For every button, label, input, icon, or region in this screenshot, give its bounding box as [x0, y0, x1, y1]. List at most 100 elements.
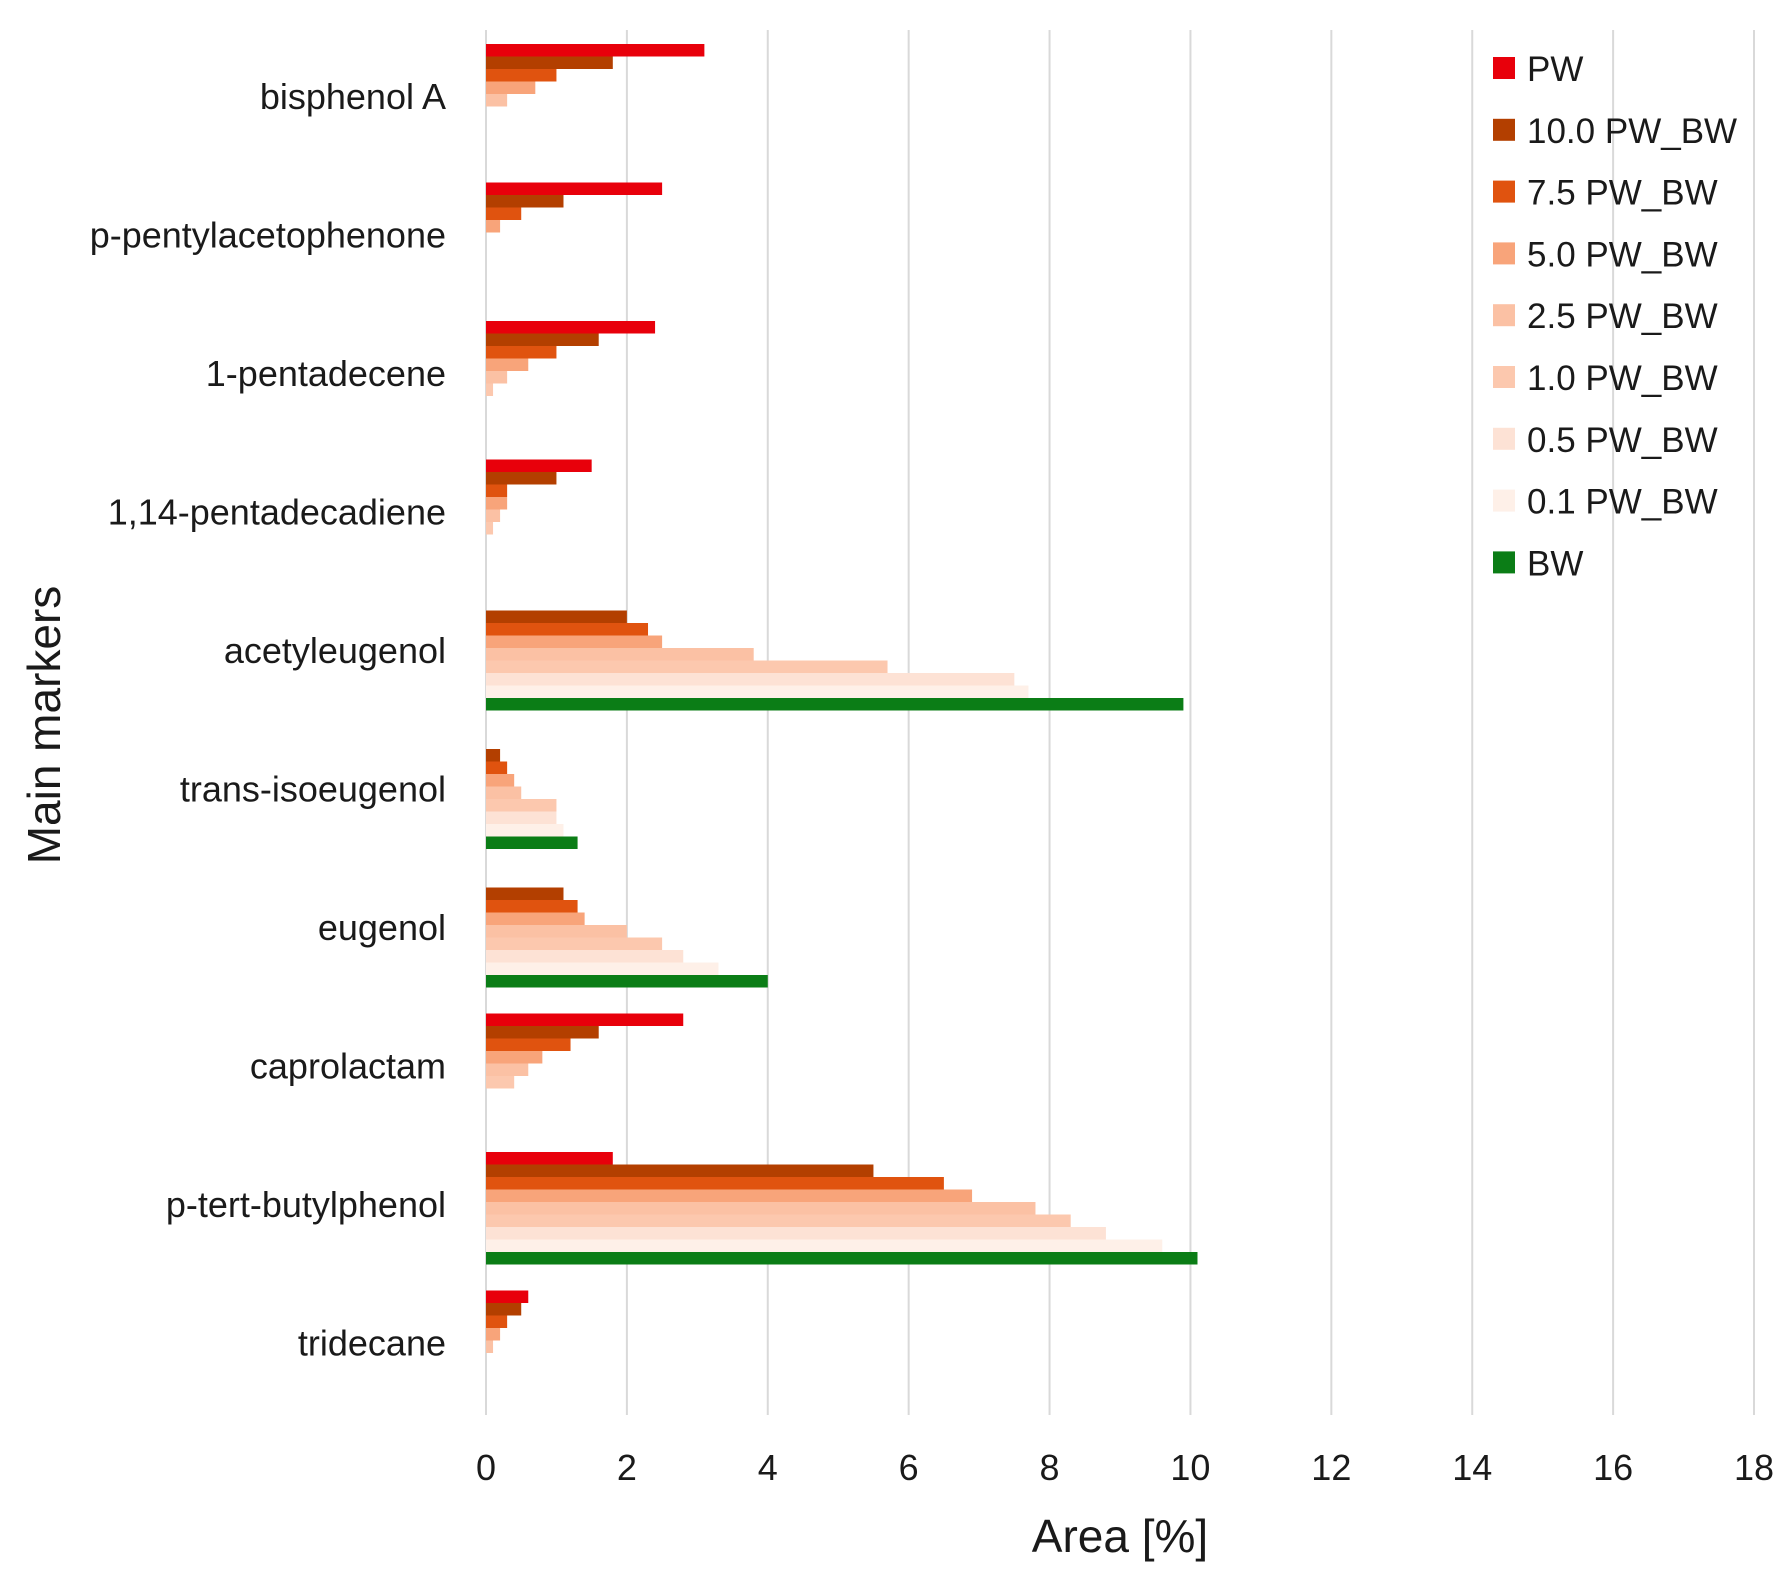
bar: [486, 900, 578, 913]
bar: [486, 472, 557, 485]
bar: [486, 1076, 515, 1089]
x-tick-label: 4: [758, 1447, 778, 1488]
bar: [486, 220, 501, 233]
bar: [486, 912, 585, 925]
bar: [486, 610, 627, 623]
legend-label: 1.0 PW_BW: [1527, 359, 1718, 398]
bar: [486, 1328, 501, 1341]
legend-swatch: [1493, 489, 1515, 512]
legend-label: 0.5 PW_BW: [1527, 421, 1718, 460]
bar: [486, 749, 501, 762]
category-label: 1,14-pentadecadiene: [108, 492, 446, 533]
bar: [486, 1303, 522, 1316]
legend-label: 0.1 PW_BW: [1527, 483, 1718, 522]
bar: [486, 44, 705, 57]
bar: [486, 635, 663, 648]
bar: [486, 1152, 613, 1165]
category-label: tridecane: [298, 1323, 446, 1364]
category-label: trans-isoeugenol: [180, 769, 446, 810]
bar: [486, 1189, 973, 1202]
x-tick-label: 16: [1593, 1447, 1633, 1488]
x-tick-label: 10: [1170, 1447, 1210, 1488]
bar: [486, 648, 754, 661]
x-tick-labels: 0 2 4 6 8 10 12 14 16 18: [476, 1447, 1774, 1488]
bar: [486, 786, 522, 799]
bar: [486, 1340, 494, 1353]
legend-label: 7.5 PW_BW: [1527, 174, 1718, 213]
bar: [486, 1252, 1198, 1265]
legend-swatch: [1493, 180, 1515, 203]
legend-label: PW: [1527, 50, 1583, 89]
bar: [486, 346, 557, 359]
bar: [486, 673, 1015, 686]
y-category-labels: bisphenol A p-pentylacetophenone 1-pentade…: [90, 76, 446, 1364]
bar: [486, 333, 599, 346]
legend-swatch: [1493, 118, 1515, 141]
bar: [486, 383, 494, 396]
category-label: acetyleugenol: [224, 630, 446, 671]
category-label: p-pentylacetophenone: [90, 215, 446, 256]
bar: [486, 1051, 543, 1064]
bar: [486, 623, 649, 636]
bar: [486, 1239, 1163, 1252]
bar: [486, 195, 564, 208]
gridlines: [485, 30, 1755, 1415]
category-label: 1-pentadecene: [206, 353, 446, 394]
bar: [486, 81, 536, 94]
x-tick-label: 6: [899, 1447, 919, 1488]
legend-label: BW: [1527, 544, 1583, 583]
bar: [486, 950, 684, 963]
bar: [486, 1315, 508, 1328]
legend-swatch: [1493, 551, 1515, 574]
bar: [486, 685, 1029, 698]
bar: [486, 887, 564, 900]
category-label: eugenol: [318, 907, 446, 948]
x-tick-label: 0: [476, 1447, 496, 1488]
bar: [486, 484, 508, 497]
bar: [486, 207, 522, 220]
x-tick-label: 18: [1734, 1447, 1774, 1488]
bar: [486, 925, 627, 938]
bars: [486, 44, 1198, 1353]
legend: PW 10.0 PW_BW 7.5 PW_BW 5.0 PW_BW 2.5 PW_BW 1…: [1493, 50, 1737, 583]
category-label: bisphenol A: [260, 76, 446, 117]
legend-label: 10.0 PW_BW: [1527, 112, 1737, 151]
bar: [486, 69, 557, 82]
bar: [486, 824, 564, 837]
bar: [486, 321, 656, 334]
bar: [486, 962, 719, 975]
bar: [486, 1202, 1036, 1215]
bar: [486, 660, 888, 673]
x-tick-label: 14: [1452, 1447, 1492, 1488]
legend-swatch: [1493, 304, 1515, 327]
bar: [486, 56, 613, 69]
bar: [486, 1214, 1071, 1227]
bar: [486, 1290, 529, 1303]
x-tick-label: 2: [617, 1447, 637, 1488]
bar: [486, 836, 578, 849]
bar: [486, 1026, 599, 1039]
legend-label: 2.5 PW_BW: [1527, 297, 1718, 336]
y-axis-title: Main markers: [18, 586, 70, 865]
legend-swatch: [1493, 427, 1515, 450]
bar: [486, 799, 557, 812]
bar: [486, 937, 663, 950]
bar: [486, 509, 501, 522]
bar: [486, 1038, 571, 1051]
bar: [486, 182, 663, 195]
legend-swatch: [1493, 57, 1515, 79]
category-label: caprolactam: [250, 1046, 446, 1087]
bar: [486, 522, 494, 535]
bar: [486, 94, 508, 107]
legend-swatch: [1493, 242, 1515, 265]
x-tick-label: 8: [1040, 1447, 1060, 1488]
legend-label: 5.0 PW_BW: [1527, 235, 1718, 274]
bar: [486, 358, 529, 371]
bar: [486, 497, 508, 510]
bar: [486, 698, 1184, 711]
bar: [486, 371, 508, 384]
bar: [486, 811, 557, 824]
